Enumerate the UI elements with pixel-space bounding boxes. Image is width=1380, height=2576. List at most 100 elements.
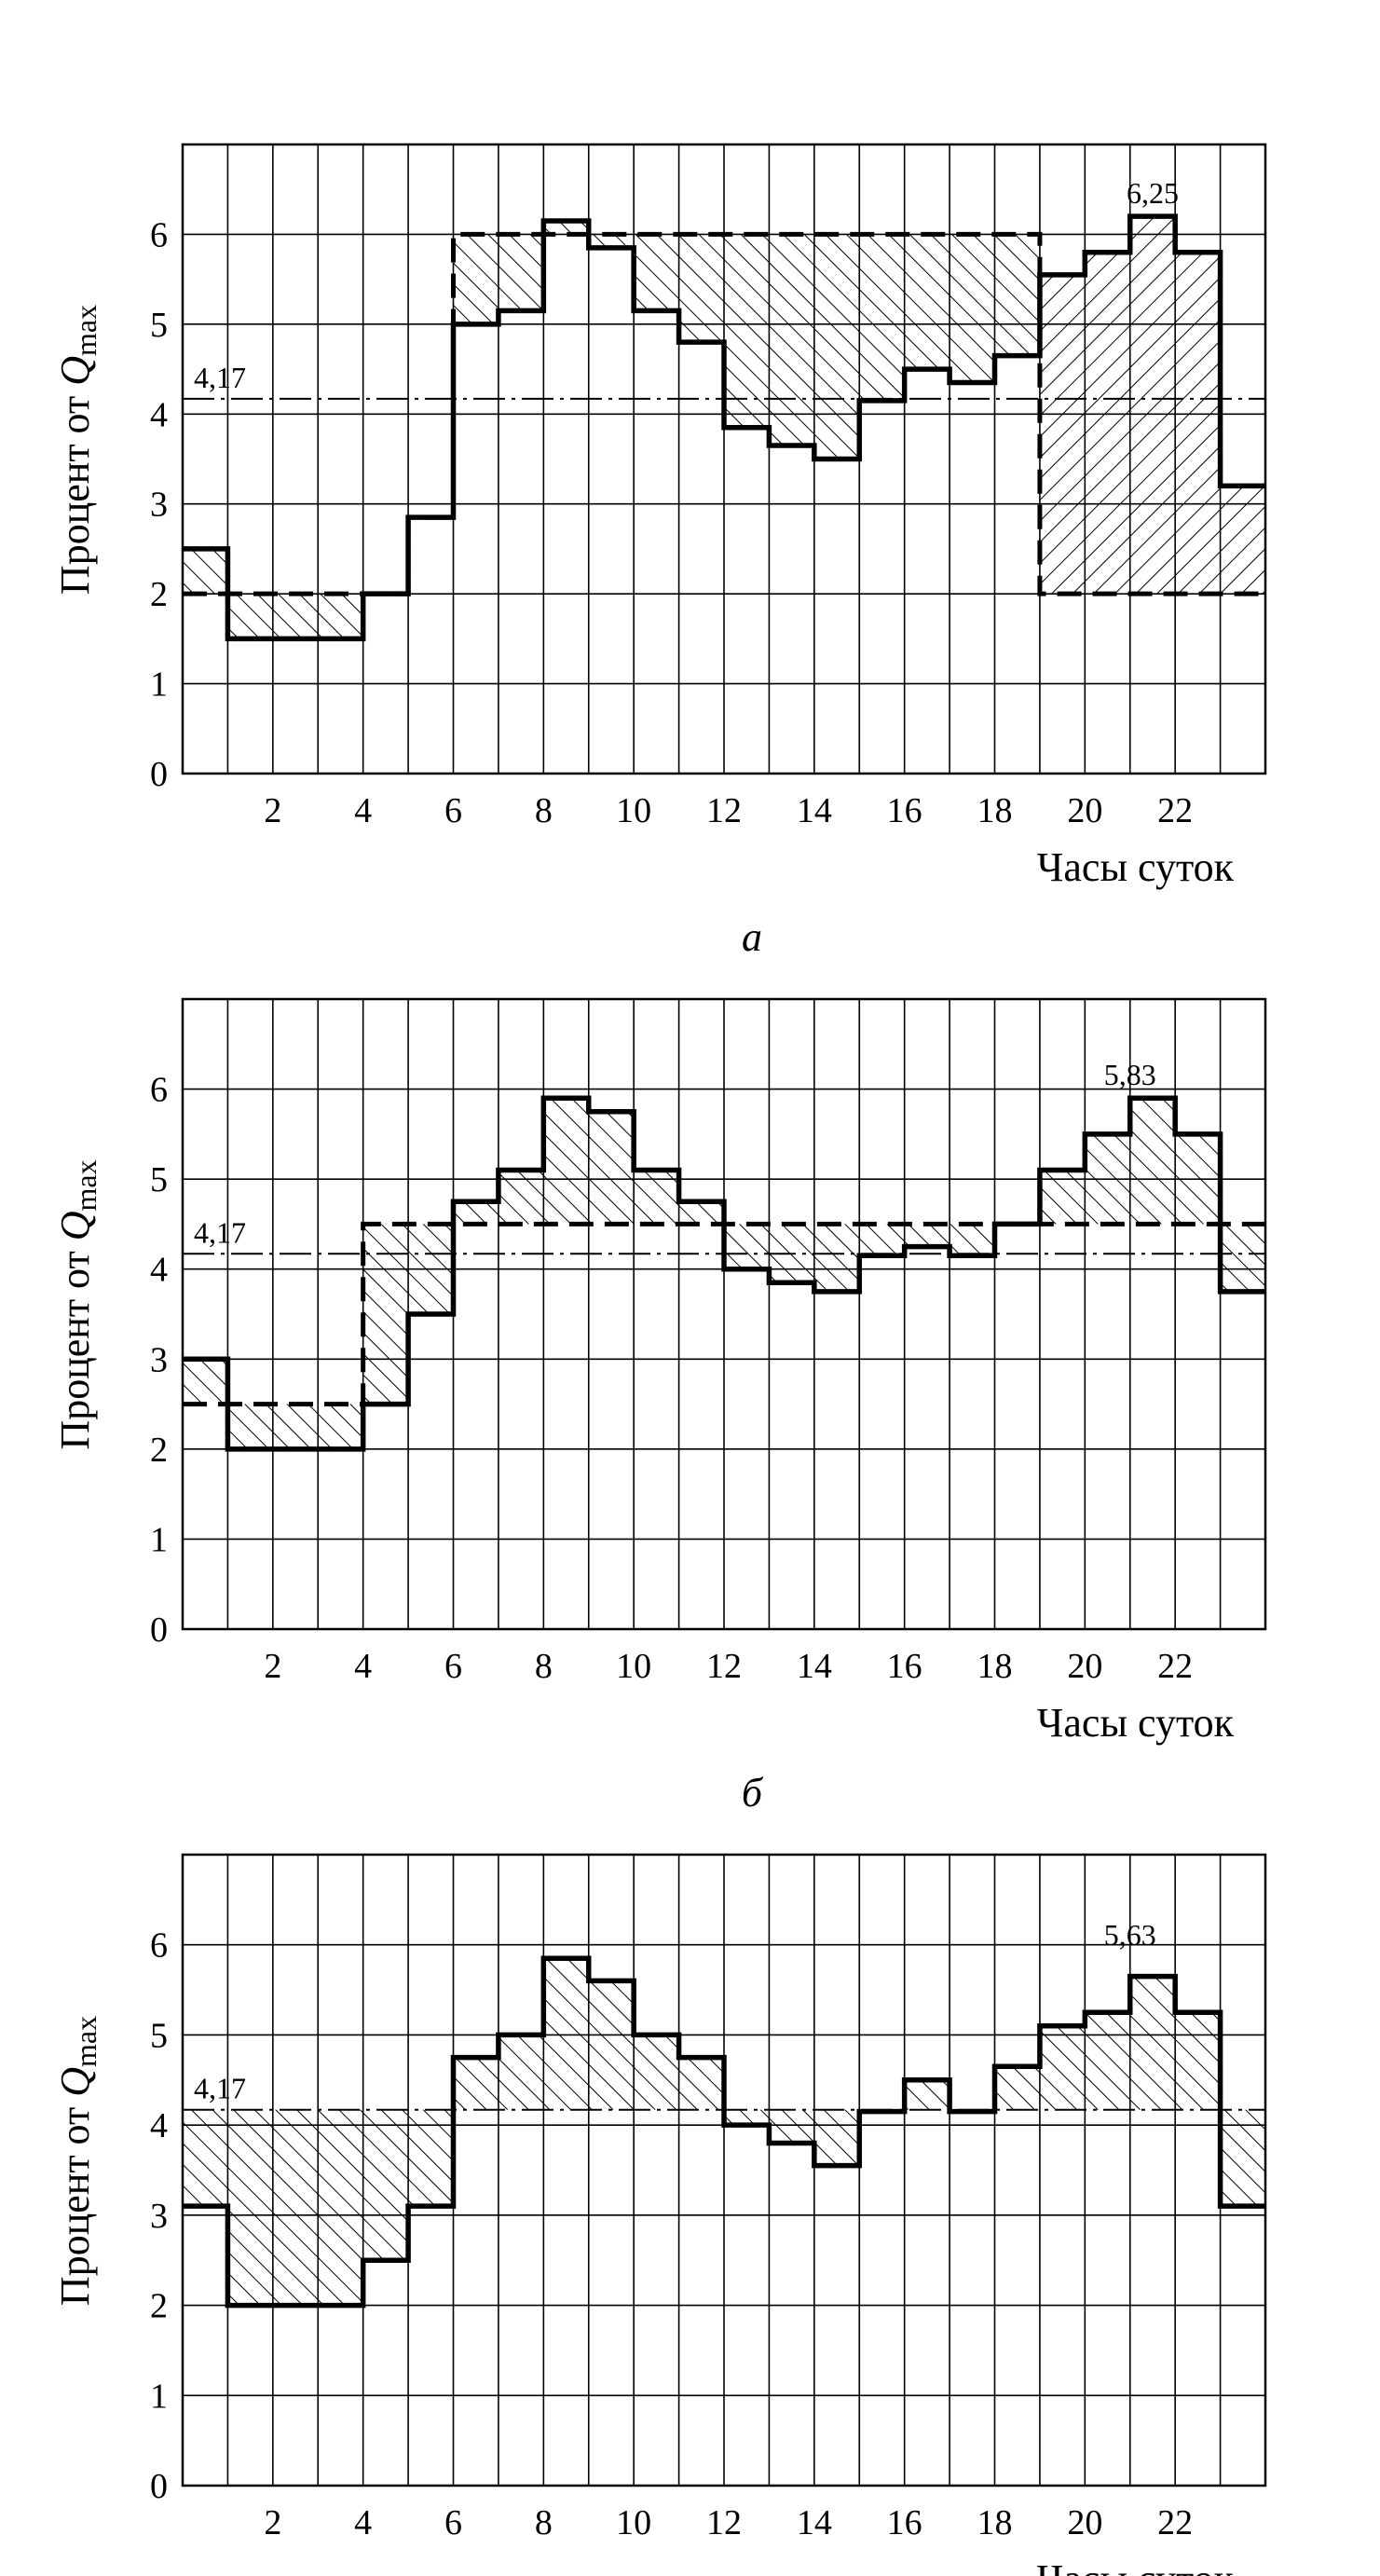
x-axis-label: Часы суток <box>1037 2556 1235 2576</box>
hatch-area-hour-1 <box>227 2109 273 2306</box>
hatch-area-hour-10 <box>634 1170 679 1225</box>
hatch-area-hour-9 <box>588 1980 635 2110</box>
hatch-area-hour-19 <box>1039 2025 1086 2110</box>
plot-border <box>181 1853 1267 2487</box>
consumption-step-path <box>183 1095 1265 1452</box>
hatch-area-hour-8 <box>543 220 589 235</box>
hatch-area-hour-3 <box>318 594 363 639</box>
consumption-line <box>183 1955 1265 2309</box>
y-axis-label-symbol: Q <box>52 1212 98 1241</box>
hatch-area-hour-6 <box>453 234 499 324</box>
hatch-area-hour-14 <box>813 2109 860 2166</box>
y-axis-label-text: Процент от <box>52 1240 98 1449</box>
plot-border <box>181 143 1267 775</box>
x-tick-label: 10 <box>616 791 651 830</box>
hatch-area-hour-17 <box>950 234 995 383</box>
y-axis-label-text: Процент от <box>52 386 98 595</box>
x-tick-label: 4 <box>354 1647 372 1686</box>
hatch-area-hour-22 <box>1175 252 1221 595</box>
y-axis-label: Процент от Qmax <box>52 1159 102 1449</box>
hatch-area-hour-7 <box>498 2035 544 2110</box>
y-axis-label-subscript: max <box>69 2016 102 2067</box>
hatch-area-hour-14 <box>813 1224 860 1292</box>
supply-line <box>183 1221 1265 1407</box>
x-tick-label: 6 <box>444 1647 462 1686</box>
y-tick-label: 1 <box>150 665 168 705</box>
hatch-area-hour-12 <box>724 234 770 428</box>
hatch-area-hour-1 <box>227 1404 273 1449</box>
x-tick-label: 10 <box>616 2503 651 2542</box>
x-tick-label: 16 <box>887 791 922 830</box>
hatch-area-hour-13 <box>769 234 814 446</box>
hatch-area-hour-21 <box>1129 1098 1176 1225</box>
peak-label: 6,25 <box>1127 176 1179 210</box>
x-tick-label: 6 <box>444 791 462 830</box>
x-tick-label: 20 <box>1067 791 1102 830</box>
hatch-area-hour-9 <box>588 1111 635 1225</box>
y-tick-label: 2 <box>150 1431 168 1470</box>
hatch-area-hour-23 <box>1220 2109 1265 2207</box>
x-tick-label: 16 <box>887 1647 922 1686</box>
supply-step-path <box>183 1221 1265 1407</box>
x-tick-label: 22 <box>1157 1647 1193 1686</box>
hatch-area-hour-2 <box>272 1404 319 1449</box>
hatch-area-hour-19 <box>1039 274 1086 595</box>
peak-label: 5,63 <box>1104 1918 1156 1952</box>
hatch-area-hour-11 <box>678 234 724 343</box>
consumption-step-path <box>183 1955 1265 2309</box>
hatch-area-hour-18 <box>994 234 1040 356</box>
hatch-areas <box>183 1098 1265 1449</box>
y-axis-label-symbol: Q <box>52 2067 98 2097</box>
hatch-area-hour-7 <box>498 1170 544 1225</box>
hatch-area-hour-1 <box>227 594 273 639</box>
x-tick-label: 20 <box>1067 1647 1102 1686</box>
y-tick-label: 0 <box>150 1610 168 1650</box>
hatch-area-hour-15 <box>859 234 905 401</box>
x-tick-label: 18 <box>977 1647 1013 1686</box>
supply-line <box>183 231 1265 596</box>
hatch-area-hour-23 <box>1220 1224 1265 1292</box>
x-tick-label: 12 <box>706 791 742 830</box>
plot-frame <box>181 143 1267 775</box>
hatch-area-hour-2 <box>272 2109 319 2306</box>
hatch-area-hour-14 <box>813 234 860 459</box>
hatch-areas <box>183 1958 1265 2306</box>
hatch-area-hour-20 <box>1085 2012 1130 2110</box>
grid <box>183 999 1265 1629</box>
x-tick-label: 14 <box>797 1647 832 1686</box>
hatch-area-hour-16 <box>904 234 950 370</box>
x-tick-label: 10 <box>616 1647 651 1686</box>
x-axis-label: Часы суток <box>1037 844 1235 890</box>
x-tick-label: 8 <box>535 791 553 830</box>
panel-caption: а <box>742 914 762 960</box>
hatch-area-hour-21 <box>1129 216 1176 595</box>
y-axis-label: Процент от Qmax <box>52 305 102 595</box>
hatch-area-hour-4 <box>362 1224 409 1404</box>
hatch-area-hour-10 <box>634 234 679 311</box>
hatch-area-hour-3 <box>318 2109 363 2306</box>
y-tick-label: 3 <box>150 1340 168 1379</box>
y-axis-label-subscript: max <box>69 1159 102 1211</box>
hatch-area-hour-5 <box>408 2109 454 2207</box>
hatch-area-hour-8 <box>543 1098 589 1225</box>
panel-caption: б <box>742 1770 764 1816</box>
hatch-area-hour-7 <box>498 234 544 311</box>
x-tick-labels: 2 4 6 8 10 12 14 16 18 20 22 <box>264 791 1193 830</box>
y-tick-label: 0 <box>150 2467 168 2506</box>
hatch-area-hour-2 <box>272 594 319 639</box>
hatch-area-hour-0 <box>183 548 228 595</box>
hatch-area-hour-16 <box>904 2079 950 2110</box>
x-tick-label: 2 <box>264 2503 281 2542</box>
y-tick-label: 5 <box>150 2016 168 2055</box>
x-tick-label: 2 <box>264 791 281 830</box>
hatch-area-hour-10 <box>634 2035 679 2110</box>
y-axis-label-subscript: max <box>69 305 102 356</box>
x-tick-label: 4 <box>354 2503 372 2542</box>
average-label: 4,17 <box>194 2072 246 2105</box>
plot-frame <box>181 997 1267 1631</box>
y-tick-label: 4 <box>150 395 168 434</box>
consumption-line <box>183 1095 1265 1452</box>
x-tick-label: 4 <box>354 791 372 830</box>
